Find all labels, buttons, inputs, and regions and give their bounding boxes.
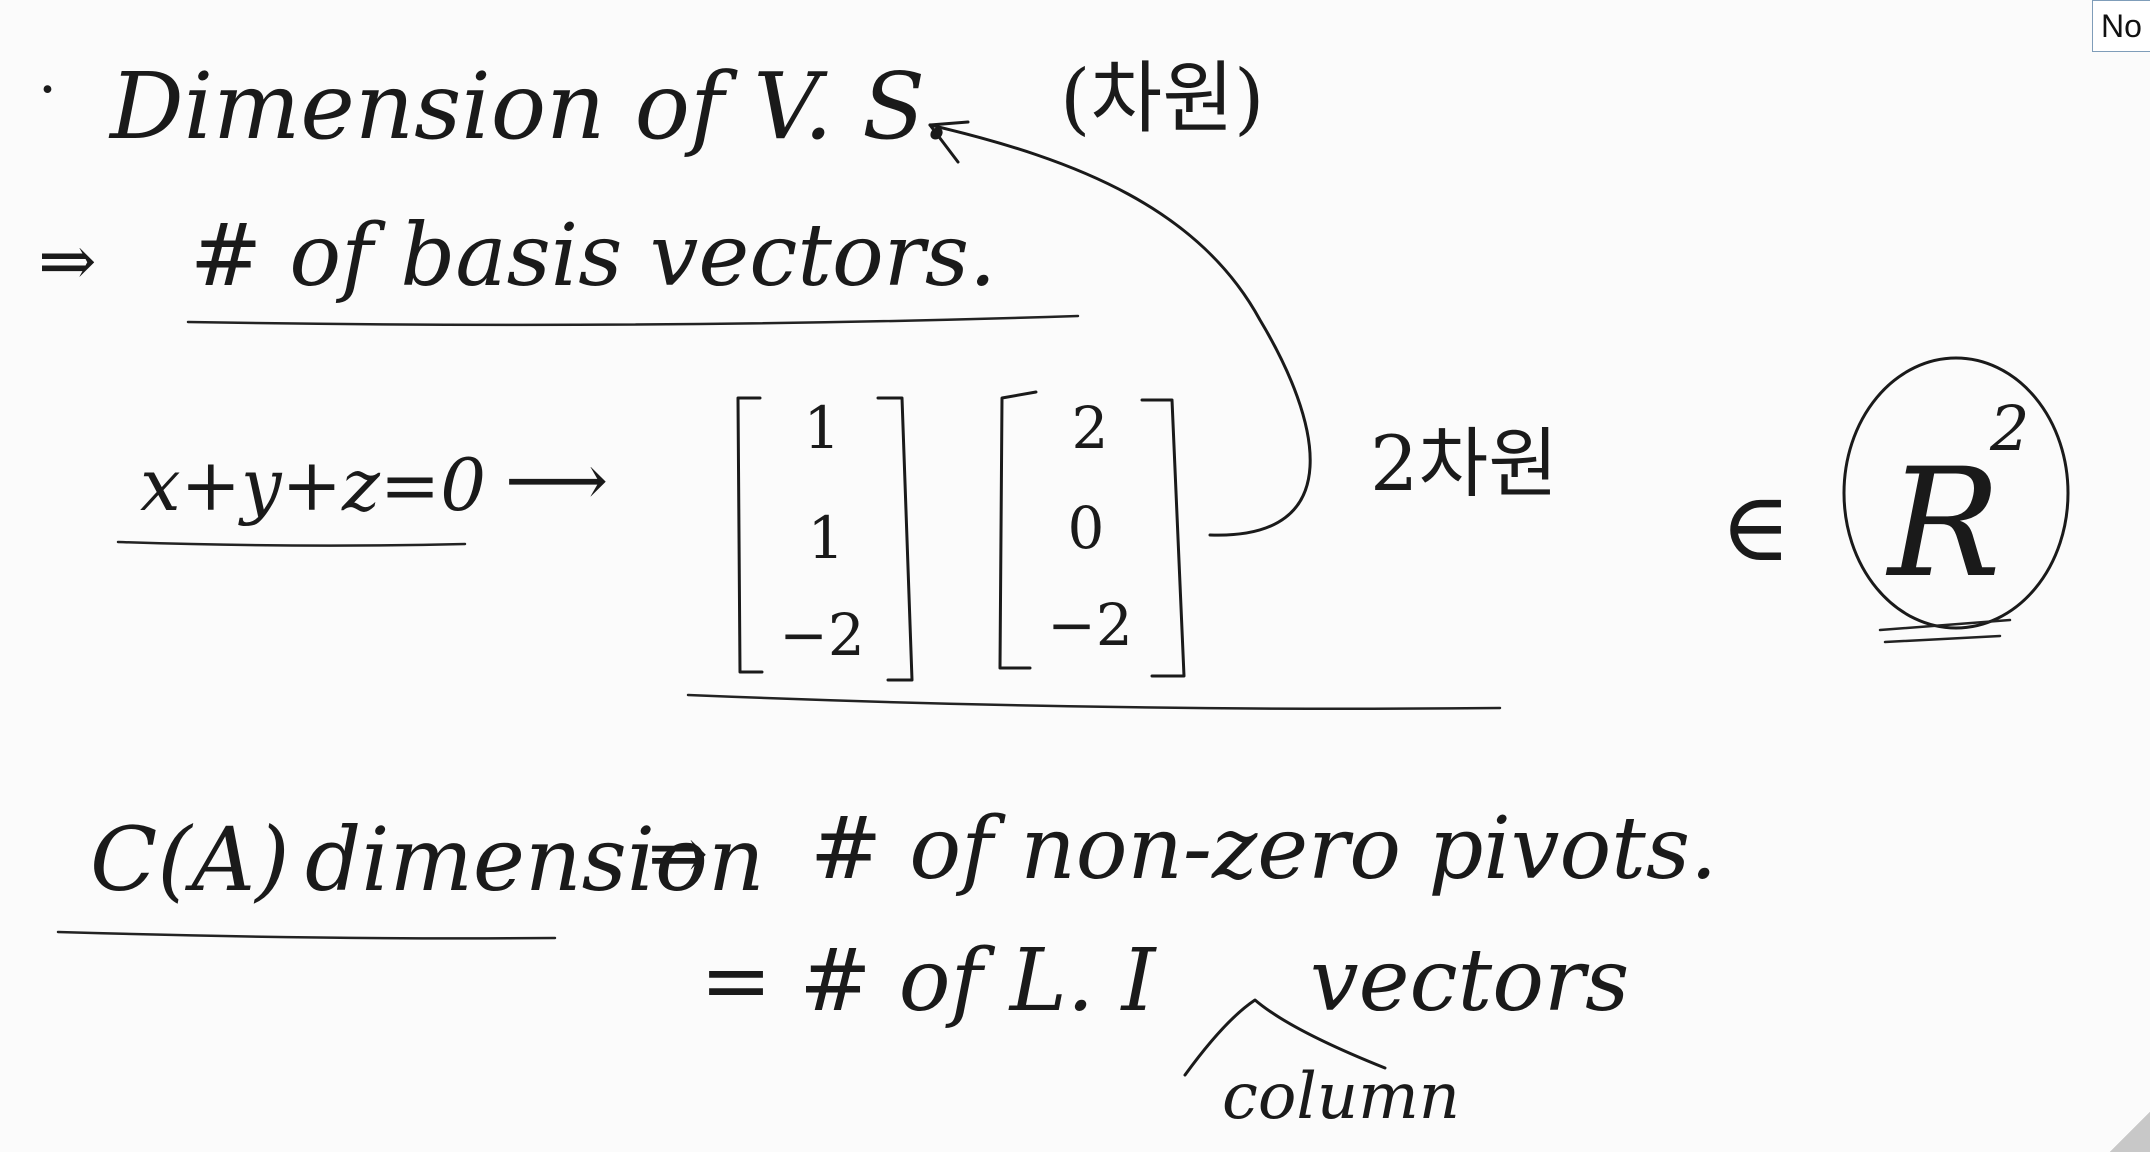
- basis-vectors-definition: # of basis vectors.: [190, 206, 996, 306]
- vector1-left-bracket: [736, 396, 764, 674]
- vector2-left-bracket: [998, 390, 1038, 670]
- column-annotation: column: [1222, 1060, 1460, 1134]
- insertion-caret: [1183, 998, 1387, 1077]
- implies-arrow-2: ⇒: [648, 811, 708, 895]
- real-space-symbol: R: [1885, 437, 2001, 611]
- li-vectors-word: vectors: [1310, 931, 1629, 1031]
- plane-equation: x+y+z=0: [140, 443, 486, 527]
- title-dimension-of-vs: Dimension of V. S.: [108, 53, 951, 160]
- double-underline-r2: [1878, 618, 2012, 644]
- real-space-exponent: 2: [1989, 392, 2029, 465]
- title-korean-dimension: (차원): [1060, 54, 1264, 144]
- curved-arrow: [928, 123, 1312, 537]
- vector2-entry: 2: [1072, 394, 1109, 462]
- implies-arrow: ⇒: [38, 220, 97, 302]
- vector2-right-bracket: [1140, 398, 1186, 678]
- curved-arrow-head: [928, 120, 970, 164]
- li-vectors-statement: = # of L. I: [700, 931, 1158, 1031]
- nonzero-pivots-statement: # of non-zero pivots.: [810, 799, 1717, 899]
- note-tab[interactable]: No: [2092, 0, 2150, 52]
- underline-column-space: [56, 930, 557, 940]
- underline-basis-vectors: [186, 314, 1080, 327]
- vector2-entry: −2: [1047, 591, 1133, 659]
- column-space-dimension-word: dimension: [305, 808, 765, 911]
- page-curl-corner: [2110, 1112, 2150, 1152]
- column-space-term: C(A): [90, 808, 290, 911]
- vector2-entry: 0: [1068, 494, 1105, 562]
- vector1-entry: −2: [779, 601, 865, 669]
- vector1-entry: 1: [808, 504, 845, 572]
- underline-vectors: [686, 693, 1502, 711]
- vector1-right-bracket: [876, 396, 914, 682]
- element-of-symbol: ∈: [1720, 471, 1791, 583]
- two-dimensional-label: 2차원: [1370, 419, 1558, 508]
- bullet-dot: ·: [38, 55, 57, 125]
- underline-equation: [116, 540, 467, 547]
- vector1-entry: 1: [804, 394, 841, 462]
- maps-to-arrow: ⟶: [505, 438, 608, 522]
- circle-around-r2: [1842, 356, 2070, 630]
